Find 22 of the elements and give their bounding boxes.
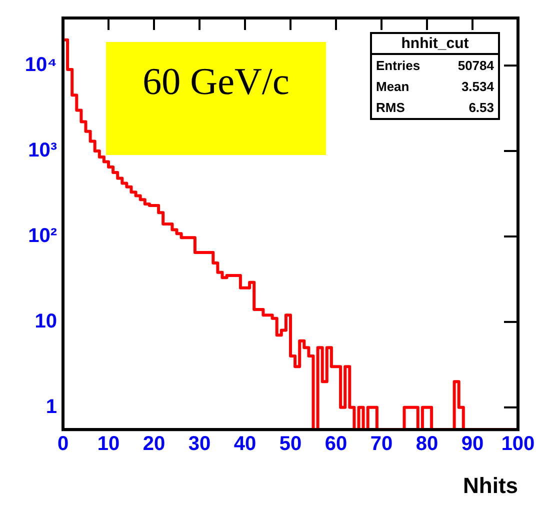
text: Mean 3.534 bbox=[376, 79, 494, 94]
y-tick-label: 10⁴ bbox=[24, 54, 57, 76]
y-tick-label: 10³ bbox=[28, 140, 58, 162]
x-tick-label: 60 bbox=[324, 433, 348, 456]
x-tick-label: 80 bbox=[416, 433, 438, 456]
x-tick-label: 100 bbox=[501, 433, 535, 456]
x-tick-label: 10 bbox=[97, 433, 120, 456]
x-tick-label: 40 bbox=[234, 433, 256, 456]
y-tick-label: 10 bbox=[34, 310, 57, 332]
annotation: hnhit_cut bbox=[372, 34, 498, 55]
x-tick-label: 0 bbox=[57, 433, 69, 456]
x-tick-label: 30 bbox=[188, 433, 211, 456]
x-tick-label: 90 bbox=[461, 433, 484, 456]
text: RMS 6.53 bbox=[376, 100, 494, 115]
x-tick-label: 20 bbox=[142, 433, 166, 456]
y-tick-label: 1 bbox=[46, 396, 57, 418]
annotation: 60 GeV/c bbox=[142, 61, 290, 103]
y-tick-label: 10² bbox=[28, 224, 58, 247]
x-tick-label: 70 bbox=[370, 433, 393, 456]
x-axis-title: Nhits bbox=[463, 472, 518, 498]
text: Entries 50784 bbox=[376, 58, 494, 73]
x-tick-label: 50 bbox=[279, 433, 302, 456]
